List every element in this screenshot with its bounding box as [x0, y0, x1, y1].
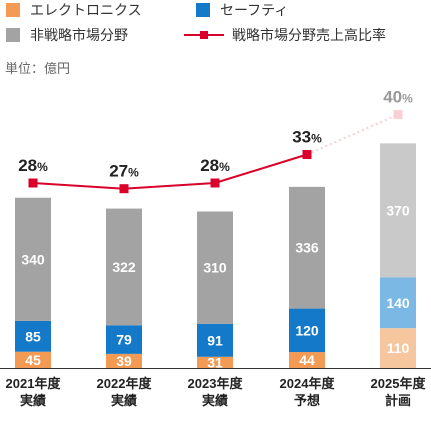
bar-value-label-non-strategic: 340: [21, 251, 45, 267]
legend-item-non-strategic: 非戦略市場分野: [6, 26, 128, 44]
legend-item-ratio: 戦略市場分野売上高比率: [184, 26, 386, 44]
legend-swatch-non-strategic: [6, 28, 20, 42]
x-tick-label-year: 2025年度: [371, 376, 427, 391]
legend-item-electronics: エレクトロニクス: [6, 1, 142, 19]
legend: エレクトロニクス セーフティ 非戦略市場分野 戦略市場分野売上高比率: [0, 0, 431, 50]
bar-segment-electronics: [106, 353, 142, 368]
bar-value-label-non-strategic: 336: [295, 240, 319, 256]
bar-value-label-non-strategic: 370: [386, 202, 410, 218]
legend-label-non-strategic: 非戦略市場分野: [30, 27, 128, 43]
x-tick-label-status: 予想: [294, 393, 320, 408]
ratio-label: 27%: [109, 162, 139, 181]
legend-label-safety: セーフティ: [220, 2, 289, 18]
bar-segment-safety: [15, 320, 51, 352]
ratio-label: 28%: [200, 156, 230, 175]
bar-value-label-electronics: 44: [299, 352, 315, 368]
legend-swatch-safety: [196, 3, 210, 17]
bar-segment-non-strategic: [380, 143, 416, 278]
bar-value-label-safety: 85: [25, 328, 41, 344]
ratio-marker: [28, 178, 38, 188]
legend-item-safety: セーフティ: [196, 1, 288, 19]
bar-value-label-safety: 79: [116, 332, 132, 348]
bar-segment-electronics: [15, 351, 51, 368]
x-tick-label-year: 2021年度: [6, 376, 62, 391]
unit-label: 単位：億円: [5, 61, 71, 76]
bar-value-label-non-strategic: 322: [112, 259, 136, 275]
bar-segment-safety: [289, 308, 325, 353]
bar-value-label-electronics: 39: [116, 353, 132, 369]
x-tick-label-status: 実績: [202, 393, 228, 408]
ratio-label: 33%: [292, 128, 322, 147]
bar-segment-non-strategic: [106, 208, 142, 326]
x-tick-label-status: 実績: [111, 393, 137, 408]
x-tick-label-year: 2024年度: [280, 376, 336, 391]
bar-segment-safety: [106, 325, 142, 354]
legend-line-ratio: [184, 28, 224, 42]
bar-value-label-safety: 140: [386, 295, 410, 311]
bar-value-label-non-strategic: 310: [203, 260, 227, 276]
ratio-label: 28%: [18, 156, 48, 175]
legend-label-electronics: エレクトロニクス: [30, 2, 142, 18]
ratio-marker: [302, 150, 312, 159]
ratio-label: 40%: [383, 88, 413, 107]
x-tick-label-status: 実績: [20, 393, 46, 408]
bar-segment-safety: [380, 277, 416, 329]
ratio-line: [32, 153, 308, 190]
ratio-line-plan: [306, 113, 399, 156]
bar-segment-electronics: [197, 356, 233, 368]
x-tick-label-year: 2023年度: [188, 376, 244, 391]
bar-value-label-electronics: 31: [207, 354, 223, 370]
ratio-marker: [393, 110, 403, 120]
bar-segment-safety: [197, 323, 233, 357]
legend-label-ratio: 戦略市場分野売上高比率: [232, 27, 386, 43]
bar-value-label-safety: 91: [207, 332, 223, 348]
bar-segment-electronics: [289, 352, 325, 368]
bar-segment-non-strategic: [197, 211, 233, 324]
legend-swatch-electronics: [6, 3, 20, 17]
bar-segment-non-strategic: [15, 197, 51, 321]
x-tick-label-year: 2022年度: [97, 376, 153, 391]
bar-value-label-electronics: 110: [387, 340, 410, 356]
bar-segment-non-strategic: [289, 186, 325, 309]
ratio-marker: [210, 178, 220, 188]
ratio-marker: [119, 184, 129, 194]
bar-segment-electronics: [380, 328, 416, 368]
x-tick-label-status: 計画: [385, 393, 411, 408]
bar-value-label-electronics: 45: [25, 352, 41, 368]
bar-value-label-safety: 120: [295, 322, 319, 338]
